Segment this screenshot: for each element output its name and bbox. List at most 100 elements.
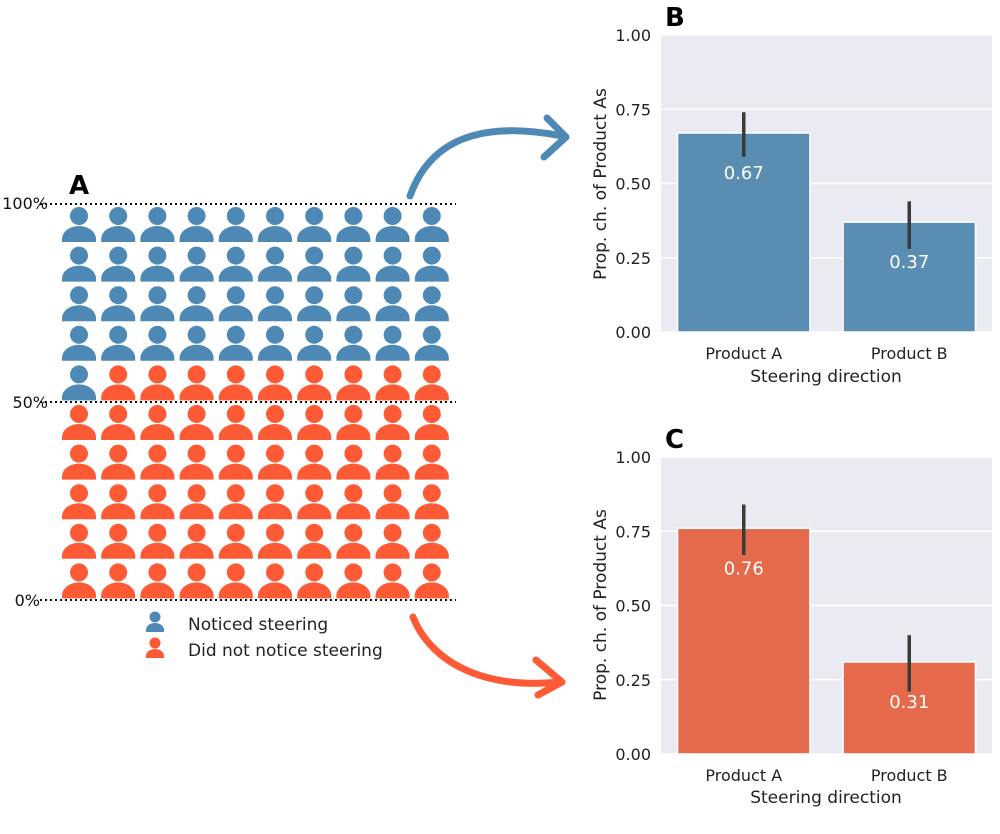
person-icon-not-noticed (101, 523, 136, 559)
person-icon-noticed (375, 286, 410, 322)
person-icon-noticed (258, 286, 292, 322)
person-icon-noticed (101, 207, 136, 242)
person-icon-not-noticed (218, 365, 253, 401)
person-icon-not-noticed (375, 523, 410, 559)
person-icon-not-noticed (62, 523, 96, 559)
person-icon-not-noticed (179, 484, 214, 520)
person-icon-noticed (62, 207, 96, 242)
y-tick-label: 0.50 (615, 597, 651, 616)
y-ticks-b: 0.00 0.25 0.50 0.75 1.00 (615, 26, 651, 342)
person-icon-not-noticed (258, 523, 292, 559)
person-icon-noticed (62, 325, 96, 361)
person-icon-noticed (297, 325, 332, 361)
person-icon-noticed (336, 286, 371, 322)
person-icon-not-noticed (62, 484, 96, 520)
person-icon-noticed (62, 365, 96, 401)
person-icon-not-noticed (336, 405, 371, 440)
x-ticks-c: Product A Product B (705, 766, 947, 785)
person-icon-noticed (179, 207, 214, 242)
person-icon-not-noticed (414, 563, 449, 599)
person-icon-not-noticed (414, 405, 449, 440)
y-tick-label: 0.50 (615, 175, 651, 194)
legend-not-noticed-icon (146, 637, 164, 658)
person-icon-not-noticed (140, 523, 175, 559)
person-icon-not-noticed (375, 484, 410, 520)
y-tick-label: 0.25 (615, 249, 651, 268)
waffle-grid (62, 207, 449, 599)
person-icon-not-noticed (218, 405, 253, 440)
pct-label-50: 50% (12, 393, 48, 412)
person-icon-not-noticed (414, 365, 449, 401)
x-tick-label: Product B (871, 766, 948, 785)
y-axis-label-b: Prop. ch. of Product As (591, 88, 611, 280)
person-icon-not-noticed (101, 563, 136, 599)
person-icon-noticed (140, 325, 175, 361)
person-icon-not-noticed (62, 405, 96, 440)
person-icon-not-noticed (218, 523, 253, 559)
panel-letter-c: C (665, 425, 684, 455)
y-tick-label: 0.00 (615, 323, 651, 342)
panel-a-waffle: A 100% 50% 0% Noticed steering Did not n… (2, 171, 456, 661)
person-icon-not-noticed (375, 563, 410, 599)
legend-noticed-label: Noticed steering (188, 615, 328, 635)
person-icon-not-noticed (336, 444, 371, 480)
person-icon-noticed (297, 207, 332, 242)
person-icon-not-noticed (218, 563, 253, 599)
arrow-to-panel-b (406, 114, 570, 200)
person-icon-noticed (414, 325, 449, 361)
legend: Noticed steering Did not notice steering (146, 611, 383, 661)
person-icon-not-noticed (336, 365, 371, 401)
person-icon-not-noticed (140, 444, 175, 480)
bar-value-label: 0.76 (724, 558, 764, 579)
person-icon-not-noticed (140, 405, 175, 440)
panel-c-bar-chart: C 0.00 0.25 0.50 0.75 1.00 0.76 0.31 Product … (591, 425, 992, 808)
pct-label-100: 100% (2, 194, 48, 213)
person-icon-noticed (258, 246, 292, 282)
person-icon-not-noticed (297, 563, 332, 599)
person-icon-noticed (336, 246, 371, 282)
person-icon-noticed (179, 246, 214, 282)
x-axis-label-c: Steering direction (750, 788, 902, 808)
person-icon-not-noticed (258, 484, 292, 520)
person-icon-noticed (297, 246, 332, 282)
bar-product-a (676, 132, 811, 333)
person-icon-not-noticed (179, 563, 214, 599)
y-tick-label: 1.00 (615, 26, 651, 45)
person-icon-not-noticed (101, 484, 136, 520)
person-icon-not-noticed (336, 484, 371, 520)
person-icon-not-noticed (297, 405, 332, 440)
person-icon-noticed (218, 207, 253, 242)
person-icon-not-noticed (101, 365, 136, 401)
person-icon-noticed (375, 246, 410, 282)
x-tick-label: Product B (871, 344, 948, 363)
x-tick-label: Product A (705, 344, 782, 363)
person-icon-noticed (140, 207, 175, 242)
person-icon-not-noticed (62, 444, 96, 480)
person-icon-not-noticed (297, 444, 332, 480)
person-icon-not-noticed (297, 523, 332, 559)
person-icon-noticed (101, 246, 136, 282)
person-icon-noticed (414, 286, 449, 322)
person-icon-not-noticed (140, 484, 175, 520)
x-tick-label: Product A (705, 766, 782, 785)
y-ticks-c: 0.00 0.25 0.50 0.75 1.00 (615, 448, 651, 764)
person-icon-noticed (375, 207, 410, 242)
y-tick-label: 0.00 (615, 745, 651, 764)
person-icon-noticed (179, 325, 214, 361)
person-icon-noticed (218, 286, 253, 322)
person-icon-not-noticed (62, 563, 96, 599)
arrow-to-panel-c (409, 613, 566, 699)
x-ticks-b: Product A Product B (705, 344, 947, 363)
y-tick-label: 1.00 (615, 448, 651, 467)
person-icon-not-noticed (375, 405, 410, 440)
person-icon-noticed (218, 246, 253, 282)
person-icon-noticed (140, 246, 175, 282)
person-icon-not-noticed (414, 444, 449, 480)
person-icon-not-noticed (179, 365, 214, 401)
person-icon-noticed (62, 246, 96, 282)
person-icon-noticed (258, 325, 292, 361)
person-icon-not-noticed (297, 484, 332, 520)
person-icon-noticed (101, 325, 136, 361)
panel-letter-a: A (69, 171, 89, 201)
